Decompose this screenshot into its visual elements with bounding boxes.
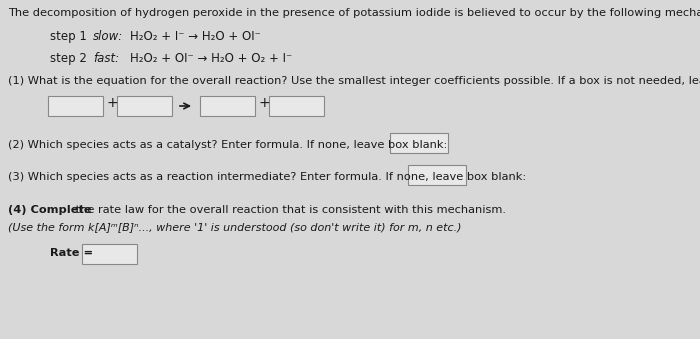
Text: +: + — [106, 96, 118, 110]
Bar — [82, 244, 137, 264]
Text: +: + — [258, 96, 270, 110]
Bar — [200, 96, 255, 116]
Bar — [408, 165, 466, 185]
Text: (1) What is the equation for the overall reaction? Use the smallest integer coef: (1) What is the equation for the overall… — [8, 76, 700, 86]
Text: H₂O₂ + I⁻ → H₂O + OI⁻: H₂O₂ + I⁻ → H₂O + OI⁻ — [130, 30, 261, 43]
Bar — [117, 96, 172, 116]
Text: fast:: fast: — [93, 52, 119, 65]
Text: (Use the form k[A]ᵐ[B]ⁿ..., where '1' is understood (so don't write it) for m, n: (Use the form k[A]ᵐ[B]ⁿ..., where '1' is… — [8, 222, 461, 232]
Text: the rate law for the overall reaction that is consistent with this mechanism.: the rate law for the overall reaction th… — [72, 205, 506, 215]
Text: step 2: step 2 — [50, 52, 87, 65]
Text: (2) Which species acts as a catalyst? Enter formula. If none, leave box blank:: (2) Which species acts as a catalyst? En… — [8, 140, 447, 150]
Bar — [390, 133, 448, 153]
Text: step 1: step 1 — [50, 30, 87, 43]
Text: H₂O₂ + OI⁻ → H₂O + O₂ + I⁻: H₂O₂ + OI⁻ → H₂O + O₂ + I⁻ — [130, 52, 293, 65]
Text: Rate =: Rate = — [50, 248, 93, 258]
Text: The decomposition of hydrogen peroxide in the presence of potassium iodide is be: The decomposition of hydrogen peroxide i… — [8, 8, 700, 18]
Bar — [48, 96, 103, 116]
Text: (4) Complete: (4) Complete — [8, 205, 92, 215]
Text: slow:: slow: — [93, 30, 123, 43]
Text: (3) Which species acts as a reaction intermediate? Enter formula. If none, leave: (3) Which species acts as a reaction int… — [8, 172, 526, 182]
Bar — [269, 96, 324, 116]
